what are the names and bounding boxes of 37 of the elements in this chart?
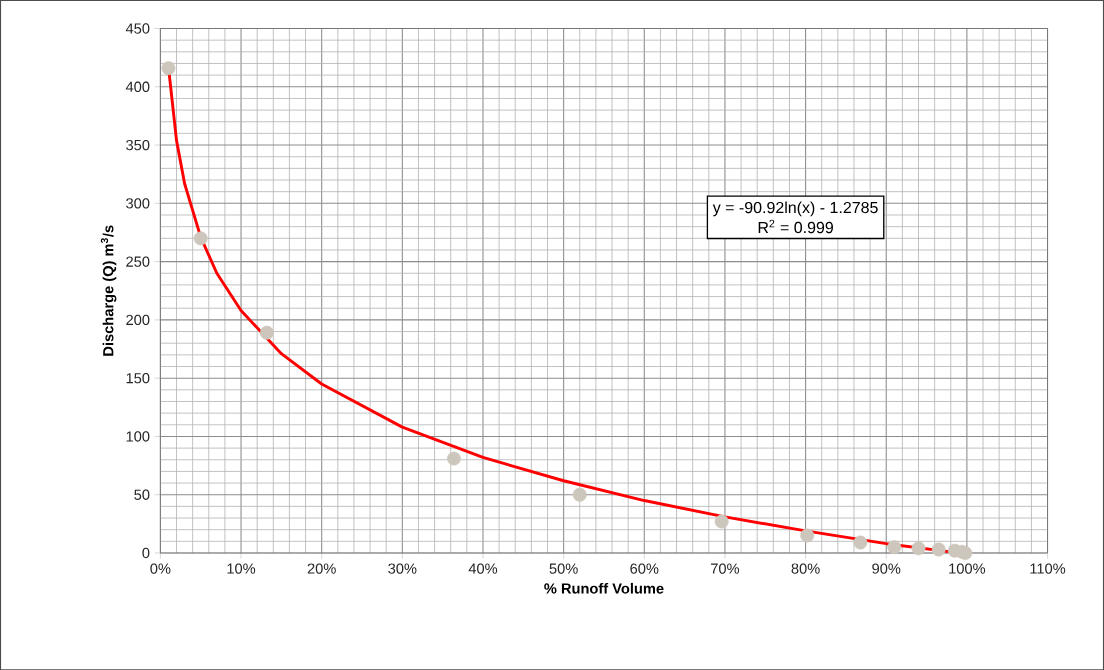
y-tick-label: 450 — [125, 23, 150, 34]
x-tick-label: 40% — [468, 563, 498, 574]
y-tick-label: 300 — [126, 197, 150, 209]
point — [572, 487, 587, 502]
point — [447, 451, 461, 466]
point — [931, 542, 946, 557]
y-tick-label: 350 — [126, 139, 150, 151]
y-tick-label: 250 — [126, 256, 150, 267]
y-tick-label: 200 — [126, 314, 150, 325]
x-tick-label: 70% — [711, 563, 740, 574]
y-tick-label: 400 — [125, 81, 150, 92]
point — [887, 540, 902, 554]
y-tick-label: 150 — [126, 372, 150, 384]
y-tick-label: 50 — [134, 489, 150, 500]
x-tick-label: 10% — [227, 563, 256, 574]
point — [853, 535, 868, 550]
x-tick-label: 20% — [307, 563, 336, 574]
x-tick-label: 50% — [549, 563, 578, 574]
point — [259, 325, 274, 340]
y-tick-label: 100 — [126, 431, 150, 442]
x-tick-label: 30% — [388, 563, 417, 574]
x-tick-label: 80% — [791, 563, 820, 574]
x-tick-label: 100% — [949, 563, 986, 574]
x-tick-label: 60% — [630, 563, 659, 574]
x-tick-label: 110% — [1030, 563, 1066, 574]
x-axis-title: % Runoff Volume — [544, 582, 664, 594]
point — [193, 231, 208, 246]
x-tick-label: 0% — [150, 563, 171, 574]
annotation: R$^{2}$ = 0.999 — [758, 219, 833, 233]
annotation: y = -90.92ln(x) - 1.2785 — [712, 201, 878, 217]
point — [161, 60, 176, 75]
x-tick-label: 90% — [872, 563, 901, 574]
y-tick-label: 0 — [142, 547, 150, 558]
y-axis-title: Discharge (Q) m$^{3}$/s — [100, 225, 117, 356]
point — [714, 514, 729, 529]
point — [800, 528, 815, 543]
point — [911, 541, 926, 556]
